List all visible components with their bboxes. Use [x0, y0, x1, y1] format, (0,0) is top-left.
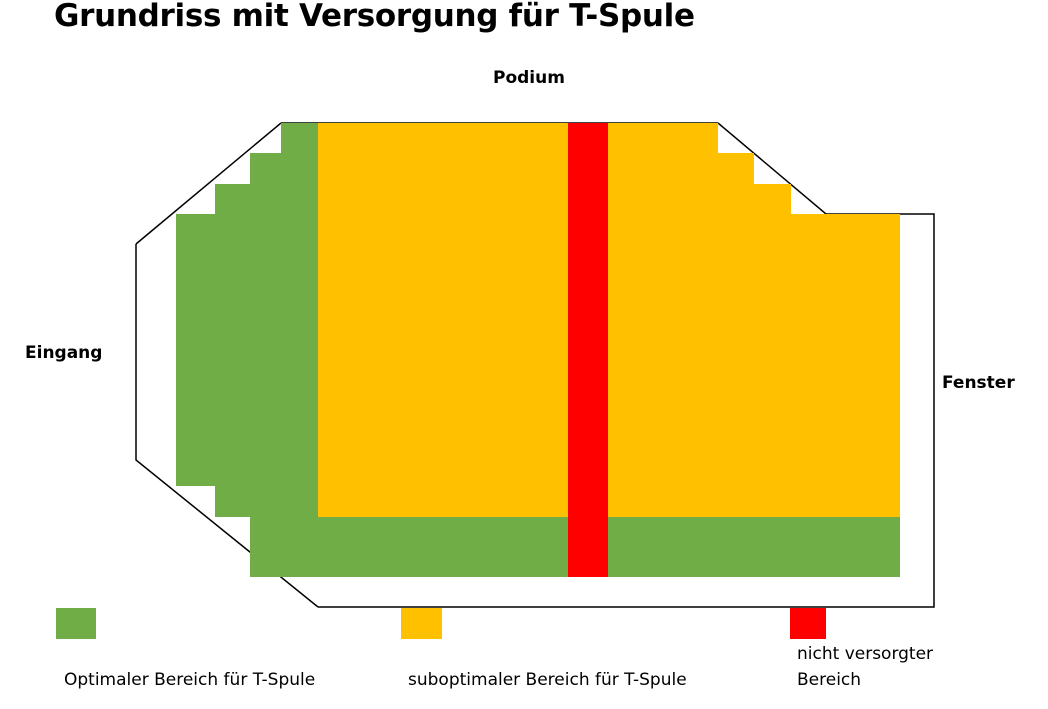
outline-top-left: [135, 122, 282, 245]
legend-label-optimal: Optimaler Bereich für T-Spule: [64, 670, 316, 690]
legend-label-not-covered-line1: nicht versorgter: [797, 644, 934, 664]
legend-label-not-covered-line2: Bereich: [797, 670, 862, 690]
label-fenster: Fenster: [942, 373, 1015, 393]
area-optimal: [176, 123, 900, 577]
area-not-covered: [568, 123, 608, 577]
label-eingang: Eingang: [25, 343, 103, 363]
legend-swatch-suboptimal: [401, 608, 442, 639]
area-suboptimal: [318, 123, 900, 517]
page-title: Grundriss mit Versorgung für T-Spule: [54, 0, 695, 34]
optimal-step-4: [176, 214, 318, 486]
suboptimal-step-3: [608, 214, 900, 517]
legend-swatch-not-covered: [790, 608, 826, 639]
label-podium: Podium: [493, 68, 565, 88]
legend-swatch-optimal: [56, 608, 96, 639]
legend-label-suboptimal: suboptimaler Bereich für T-Spule: [408, 670, 687, 690]
outline-top-right: [318, 122, 935, 608]
